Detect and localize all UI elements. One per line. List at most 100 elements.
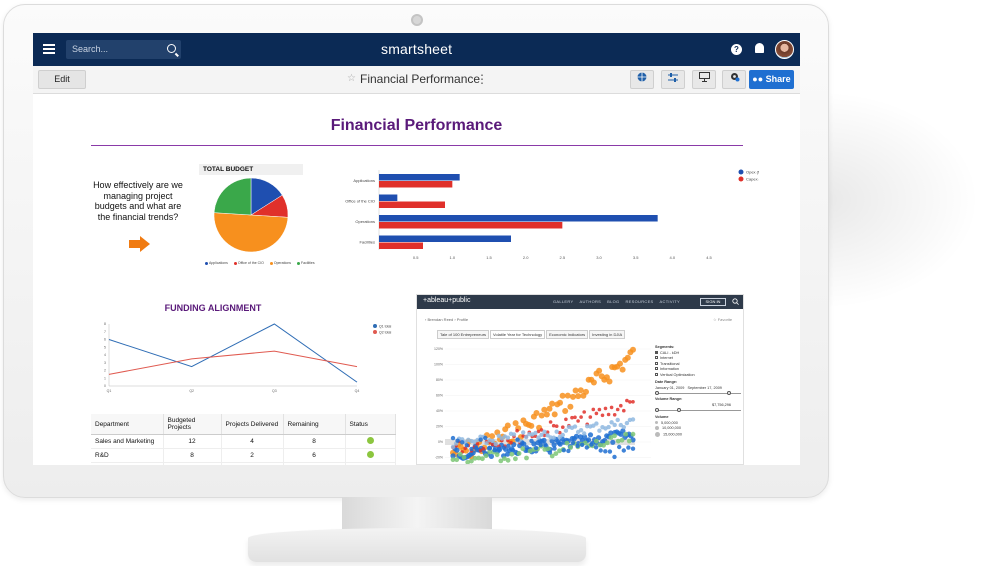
- tableau-tick-label: 100%: [434, 363, 443, 367]
- table-row[interactable]: Finance16610: [91, 462, 396, 465]
- globe-button[interactable]: [630, 70, 654, 89]
- question-text: How effectively are we managing project …: [93, 180, 183, 222]
- tableau-point: [450, 444, 456, 450]
- tableau-nav-link[interactable]: ACTIVITY: [659, 299, 680, 304]
- tableau-point: [608, 435, 614, 440]
- table-header-cell[interactable]: Remaining: [283, 414, 346, 435]
- legend-label: Operations: [273, 261, 292, 265]
- total-budget-widget[interactable]: TOTAL BUDGET Applications Office of the C…: [199, 164, 315, 272]
- segment-label: Transitional: [660, 361, 680, 366]
- bar-tick-label: 4.5: [706, 255, 712, 260]
- volume-circle-icon: [655, 426, 659, 430]
- globe-icon: [637, 72, 647, 82]
- opex-capex-widget[interactable]: Applications Office of the CIO Operations F…: [319, 166, 765, 266]
- tableau-point: [524, 434, 529, 440]
- table-header-cell[interactable]: Budgeted Projects: [163, 414, 222, 435]
- edit-button[interactable]: Edit: [38, 70, 86, 89]
- page-title: Financial Performance: [330, 117, 503, 134]
- segment-checkbox[interactable]: Internet: [655, 356, 741, 362]
- volume-slider[interactable]: [655, 408, 741, 412]
- tableau-point: [617, 444, 622, 450]
- favorite-star-icon[interactable]: ☆: [347, 73, 356, 84]
- segments-label: Segments:: [655, 345, 675, 349]
- tableau-point: [628, 400, 632, 404]
- tableau-favorite[interactable]: ☆ Favorite: [713, 317, 733, 322]
- tableau-signin-button[interactable]: SIGN IN: [700, 298, 726, 306]
- tableau-point: [560, 432, 565, 438]
- department-table[interactable]: Department Budgeted Projects Projects Deli…: [91, 414, 396, 465]
- table-header-cell[interactable]: Department: [91, 414, 164, 435]
- tableau-point: [620, 428, 626, 434]
- more-options-icon[interactable]: ⋮: [476, 72, 488, 86]
- tableau-story-tab[interactable]: Volatile Year for Technology: [490, 330, 546, 339]
- tableau-point: [505, 435, 511, 440]
- line-x-label: Q2: [189, 389, 194, 393]
- bar-category-label: Office of the CIO: [345, 199, 375, 204]
- brand-logo[interactable]: smartsheet: [381, 41, 453, 57]
- tableau-point: [454, 457, 460, 463]
- volume-range-label: Volume Range:: [655, 397, 683, 401]
- tableau-story-tab[interactable]: Tale of 100 Entrepreneurs: [437, 330, 490, 339]
- dashboard-settings-button[interactable]: [722, 70, 746, 89]
- tableau-nav-link[interactable]: RESOURCES: [625, 299, 654, 304]
- table-cell: [345, 434, 396, 449]
- avatar[interactable]: [775, 40, 794, 59]
- pie-chart-title: TOTAL BUDGET: [199, 164, 303, 175]
- bar-1-0: [379, 194, 398, 201]
- pie-legend-item: Applications: [205, 261, 228, 265]
- search-input[interactable]: Search...: [66, 40, 181, 59]
- present-button[interactable]: [692, 70, 716, 89]
- date-slider[interactable]: [655, 391, 741, 395]
- widget-settings-button[interactable]: [661, 70, 685, 89]
- tableau-nav-link[interactable]: BLOG: [607, 299, 620, 304]
- tableau-point: [515, 428, 519, 433]
- tableau-profile-link[interactable]: ‹ Brendan Reed › Profile: [425, 317, 469, 322]
- legend-dot: [205, 261, 208, 265]
- search-icon[interactable]: [732, 298, 739, 305]
- segment-checkbox[interactable]: Transitional: [655, 361, 741, 368]
- tableau-web-widget[interactable]: +ableau+public GALLERY AUTHORS BLOG RESOURC…: [416, 294, 744, 465]
- tableau-story-tab[interactable]: Economic Indicators: [546, 330, 589, 339]
- bar-1-1: [379, 201, 445, 208]
- segment-checkbox[interactable]: Information: [655, 367, 741, 373]
- tableau-point: [502, 456, 507, 461]
- table-row[interactable]: Sales and Marketing 12 4 8: [91, 434, 396, 449]
- bell-icon[interactable]: [755, 43, 764, 53]
- tableau-point: [608, 430, 614, 436]
- tableau-point: [506, 443, 511, 448]
- tableau-point: [483, 435, 488, 441]
- tableau-point: [538, 412, 545, 419]
- line-tick-label: 8: [104, 322, 106, 326]
- tableau-point: [561, 448, 566, 453]
- table-header-cell[interactable]: Projects Delivered: [221, 414, 284, 435]
- tableau-nav-link[interactable]: GALLERY: [553, 299, 574, 304]
- tableau-point: [559, 392, 566, 399]
- tableau-story-tab[interactable]: Investing in DJIA: [589, 330, 626, 339]
- date-range-label: Date Range:: [655, 380, 678, 384]
- tableau-point: [596, 367, 603, 374]
- segment-checkbox[interactable]: CALI - kDH: [655, 350, 741, 357]
- segment-checkbox[interactable]: Vertical Optimization: [655, 372, 741, 379]
- tableau-logo[interactable]: +ableau+public: [423, 297, 471, 304]
- tableau-point: [551, 423, 556, 428]
- tableau-point: [597, 442, 603, 448]
- share-button[interactable]: ●● Share: [749, 70, 794, 89]
- table-row[interactable]: R&D 8 2 6: [91, 448, 396, 463]
- bar-0-0: [379, 174, 460, 181]
- tableau-point: [528, 422, 535, 429]
- tableau-point: [549, 400, 556, 407]
- tableau-point: [501, 445, 506, 450]
- line-series-1: [108, 350, 358, 375]
- pie-chart: [213, 177, 289, 253]
- help-icon[interactable]: ?: [731, 44, 742, 55]
- tableau-nav-link[interactable]: AUTHORS: [579, 299, 602, 304]
- search-icon[interactable]: [167, 44, 176, 53]
- tableau-tick-label: 120%: [434, 347, 443, 351]
- funding-alignment-widget[interactable]: 0 1 2 3 4 5 6 7 8 Q1 Q2 Q3 Q4 Q1 total Q2 total: [99, 316, 399, 396]
- tableau-point: [551, 435, 556, 440]
- tableau-scatter-chart: 120% 100% 80% 60% 40% 20% 0% -20%: [434, 346, 651, 464]
- table-header-cell[interactable]: Status: [345, 414, 396, 435]
- tableau-point: [472, 455, 478, 461]
- tableau-point: [573, 415, 577, 420]
- menu-icon[interactable]: [43, 44, 55, 54]
